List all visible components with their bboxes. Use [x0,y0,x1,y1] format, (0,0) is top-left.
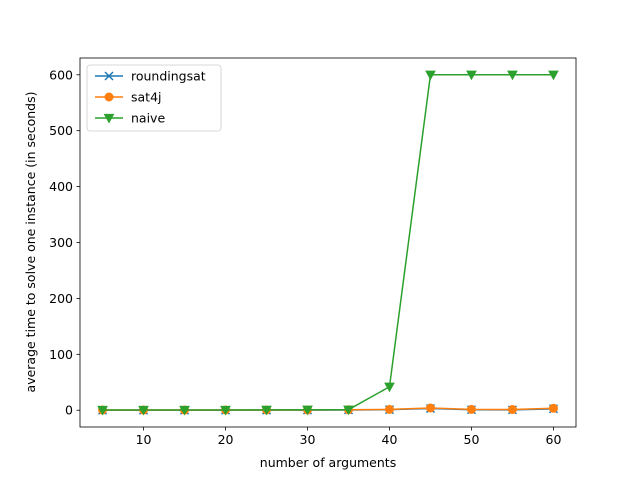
legend-item-roundingsat: roundingsat [95,69,206,84]
x-tick-label: 10 [136,432,152,447]
legend-label: sat4j [131,90,162,105]
x-tick-label: 50 [464,432,480,447]
legend-marker [103,113,115,124]
data-point-naive [548,70,559,81]
y-tick-label: 300 [49,235,73,250]
data-point-sat4j [548,403,558,413]
data-point-sat4j [466,404,476,414]
data-point-naive [425,70,436,81]
data-point-naive [179,405,190,416]
legend-marker [104,92,114,102]
legend-label: roundingsat [131,69,206,84]
series-naive [97,70,559,416]
x-axis: 10 20 30 40 50 60 [136,427,562,447]
legend-box [86,64,222,132]
x-axis-label: number of arguments [260,455,396,470]
data-point-naive [302,405,313,416]
y-axis-label: average time to solve one instance (in s… [23,92,38,393]
data-point-naive [97,405,108,416]
y-tick-label: 100 [49,347,73,362]
legend-item-naive: naive [95,111,165,126]
x-tick-label: 20 [218,432,234,447]
y-tick-label: 400 [49,179,73,194]
data-point-naive [466,70,477,81]
y-axis: 0 100 200 300 400 500 600 [49,67,80,418]
legend-label: naive [131,111,165,126]
legend-item-sat4j: sat4j [95,90,162,105]
data-point-sat4j [507,405,517,415]
data-point-sat4j [425,403,435,413]
y-tick-label: 0 [65,403,73,418]
legend: roundingsat sat4j naive [86,64,222,132]
legend-marker [104,71,114,81]
data-point-naive [507,70,518,81]
data-point-naive [261,405,272,416]
x-tick-label: 60 [546,432,562,447]
x-tick-label: 40 [382,432,398,447]
data-point-naive [384,382,395,393]
y-tick-label: 200 [49,291,73,306]
data-point-naive [220,405,231,416]
data-point-sat4j [384,404,394,414]
y-tick-label: 500 [49,123,73,138]
data-point-naive [343,405,354,416]
y-tick-label: 600 [49,67,73,82]
plot-area [79,57,577,428]
series-line-naive [102,74,554,411]
x-tick-label: 30 [300,432,316,447]
data-point-naive [138,405,149,416]
